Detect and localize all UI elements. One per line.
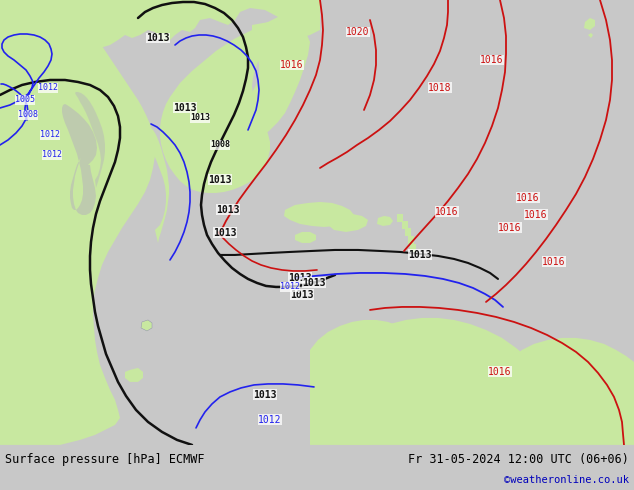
Polygon shape [328, 214, 368, 232]
Polygon shape [310, 320, 428, 445]
Text: 1016: 1016 [280, 60, 304, 70]
Polygon shape [141, 320, 152, 331]
Text: 1016: 1016 [498, 223, 522, 233]
Text: 1013: 1013 [190, 114, 210, 122]
Text: 1008: 1008 [18, 110, 38, 120]
Text: 1016: 1016 [488, 367, 512, 377]
Text: 1012: 1012 [40, 130, 60, 140]
Text: Surface pressure [hPa] ECMWF: Surface pressure [hPa] ECMWF [5, 453, 205, 466]
Polygon shape [405, 228, 411, 236]
Text: 1016: 1016 [516, 193, 540, 203]
Polygon shape [408, 236, 414, 244]
Text: 1016: 1016 [436, 207, 459, 217]
Polygon shape [0, 0, 320, 48]
Text: 1013: 1013 [173, 103, 197, 113]
Polygon shape [18, 315, 30, 327]
Polygon shape [99, 98, 127, 208]
Text: 1013: 1013 [216, 205, 240, 215]
Polygon shape [584, 18, 595, 30]
Polygon shape [340, 318, 554, 445]
Text: 1013: 1013 [146, 33, 170, 43]
Text: Fr 31-05-2024 12:00 UTC (06+06): Fr 31-05-2024 12:00 UTC (06+06) [408, 453, 629, 466]
Text: 1013: 1013 [290, 290, 314, 300]
Polygon shape [215, 20, 310, 158]
Polygon shape [397, 214, 403, 222]
Polygon shape [146, 127, 169, 243]
Polygon shape [402, 221, 408, 229]
Polygon shape [75, 92, 105, 188]
Text: 1013: 1013 [208, 175, 232, 185]
Polygon shape [500, 338, 634, 445]
Polygon shape [284, 202, 354, 227]
Text: 1013: 1013 [253, 390, 277, 400]
Text: 1016: 1016 [524, 210, 548, 220]
Text: 1018: 1018 [428, 83, 452, 93]
Text: 1013: 1013 [288, 273, 312, 283]
Text: 1012: 1012 [38, 83, 58, 93]
Text: 1013: 1013 [408, 250, 432, 260]
Text: 1013: 1013 [302, 278, 326, 288]
Text: 1012: 1012 [42, 150, 62, 159]
Polygon shape [62, 104, 97, 215]
Polygon shape [160, 0, 320, 193]
Text: 1012: 1012 [280, 282, 300, 292]
Polygon shape [125, 368, 143, 382]
Text: ©weatheronline.co.uk: ©weatheronline.co.uk [504, 475, 629, 485]
Text: 1013: 1013 [213, 228, 236, 238]
Polygon shape [377, 216, 393, 226]
Polygon shape [410, 244, 416, 252]
Text: 1012: 1012 [258, 415, 281, 425]
Text: 1016: 1016 [542, 257, 566, 267]
Text: 1020: 1020 [346, 27, 370, 37]
Polygon shape [295, 232, 316, 243]
Text: 1005: 1005 [15, 96, 35, 104]
Text: 1008: 1008 [210, 141, 230, 149]
Polygon shape [588, 33, 593, 38]
Polygon shape [0, 0, 155, 445]
Text: 1016: 1016 [480, 55, 504, 65]
